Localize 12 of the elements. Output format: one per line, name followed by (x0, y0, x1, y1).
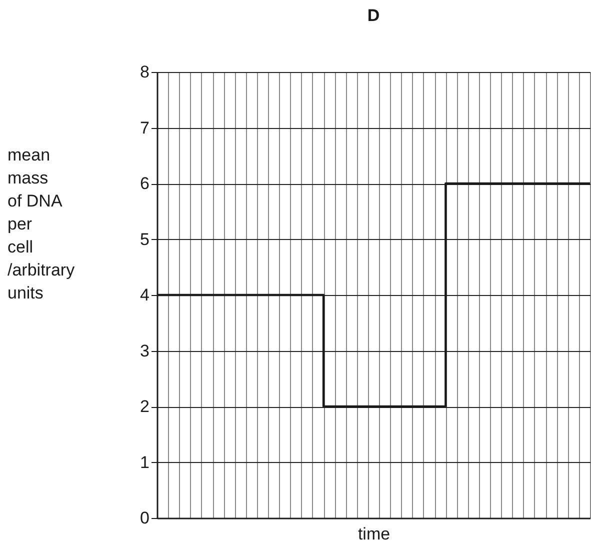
y-tick-label: 3 (140, 341, 150, 360)
chart-title: D (367, 6, 380, 25)
y-tick-label: 2 (140, 397, 150, 416)
y-tick-label: 1 (140, 452, 150, 472)
y-tick-label: 8 (140, 62, 150, 82)
x-axis-title: time (358, 524, 390, 544)
y-tick-label: 7 (140, 118, 150, 138)
y-axis-title: mean mass of DNA per cell /arbitrary units (8, 146, 76, 302)
y-tick-label: 5 (140, 230, 150, 249)
y-tick-label: 0 (140, 508, 150, 528)
y-tick-label: 4 (140, 286, 150, 304)
y-tick-label: 6 (140, 174, 150, 193)
